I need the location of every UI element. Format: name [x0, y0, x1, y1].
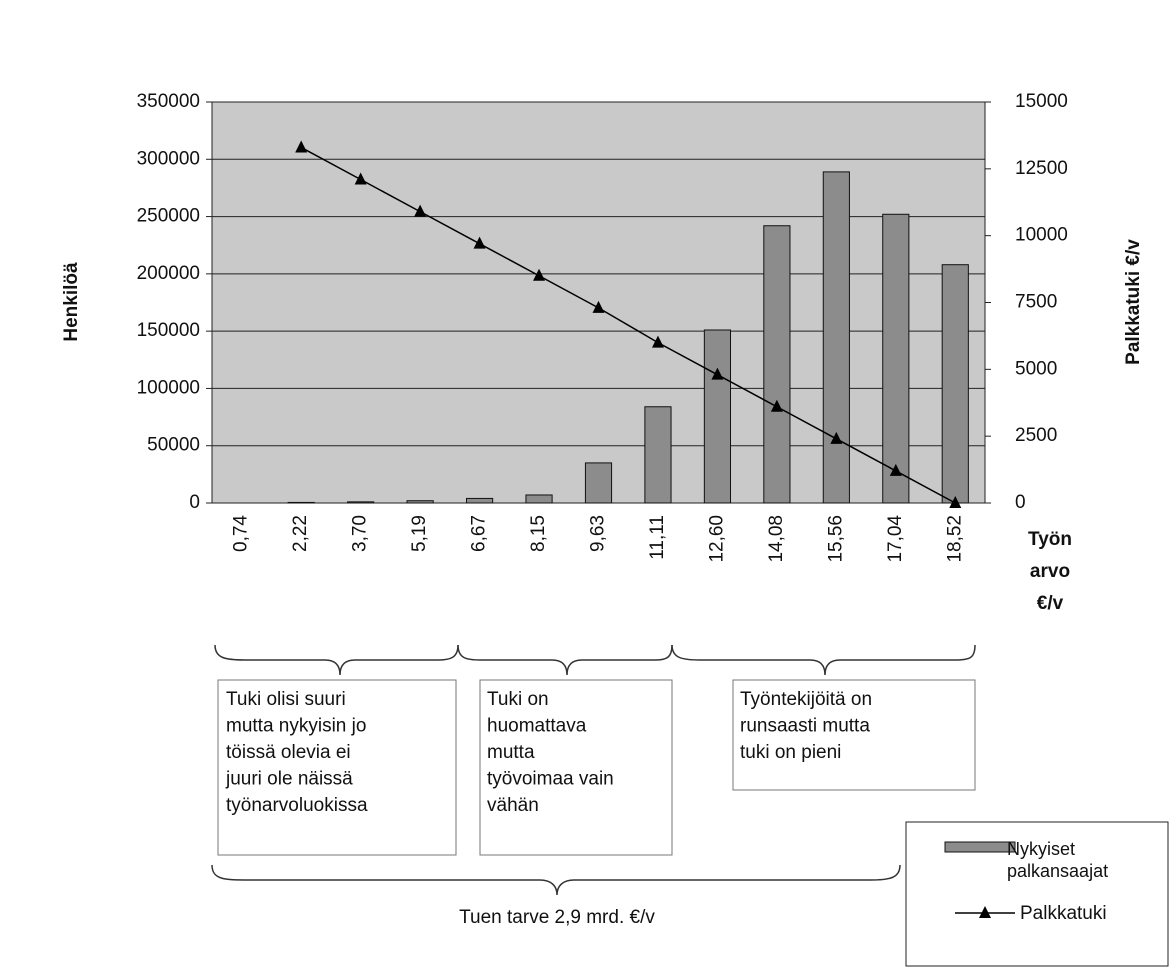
y2-tick-label: 15000: [1015, 91, 1068, 112]
bar: [882, 213, 910, 504]
x-tick-label: 9,63: [588, 515, 609, 552]
y-tick-label: 300000: [137, 148, 200, 169]
x-tick-label: 12,60: [706, 515, 727, 563]
annotation-text: työvoimaa vain: [487, 769, 614, 790]
bar: [525, 494, 553, 504]
y-axis-title: Henkilöä: [61, 262, 82, 342]
y2-axis-title: Palkkatuki €/v: [1123, 239, 1144, 365]
x-tick-label: 18,52: [944, 515, 965, 563]
y2-tick-label: 5000: [1015, 358, 1057, 379]
x-tick-label: 8,15: [528, 515, 549, 552]
marker: [651, 335, 664, 348]
annotation-text: Tuki olisi suuri: [226, 689, 346, 710]
marker: [711, 367, 724, 380]
bar: [347, 501, 375, 504]
y-tick-label: 100000: [137, 377, 200, 398]
y2-tick-label: 0: [1015, 492, 1026, 513]
bar: [644, 406, 672, 504]
annotation-text: vähän: [487, 795, 539, 816]
x-tick-label: 2,22: [290, 515, 311, 552]
marker: [889, 463, 902, 476]
legend-label: Palkkatuki: [1020, 903, 1107, 924]
y-tick-label: 350000: [137, 91, 200, 112]
total-note: Tuen tarve 2,9 mrd. €/v: [459, 907, 655, 928]
marker: [414, 204, 427, 217]
bar: [703, 329, 732, 504]
annotation-text: huomattava: [487, 716, 587, 737]
bar: [584, 462, 613, 504]
x-axis-title: Työn: [1028, 529, 1072, 550]
legend-label: Nykyiset palkansaajat: [1007, 839, 1109, 881]
annotation-text: töissä olevia ei: [226, 742, 351, 763]
x-tick-label: 11,11: [647, 515, 668, 560]
marker: [473, 236, 486, 249]
y2-tick-label: 10000: [1015, 225, 1068, 246]
y-tick-label: 200000: [137, 263, 200, 284]
annotation-text: mutta: [487, 742, 535, 763]
y2-tick-label: 12500: [1015, 158, 1068, 179]
x-tick-label: 0,74: [231, 515, 252, 552]
annotation-boxes: [217, 679, 1169, 967]
annotation-text: juuri ole näissä: [225, 769, 353, 790]
marker: [533, 268, 546, 281]
annotation-text: työnarvoluokissa: [226, 795, 368, 816]
bar: [287, 501, 315, 504]
x-tick-label: 5,19: [409, 515, 430, 552]
marker: [830, 431, 843, 444]
bar: [406, 500, 434, 504]
x-axis-title: arvo: [1030, 561, 1070, 582]
annotation-text: Tuki on: [487, 689, 549, 710]
y-tick-label: 0: [189, 492, 200, 513]
legend-swatch: [944, 841, 1016, 853]
y-tick-label: 250000: [137, 206, 200, 227]
legend-marker: [979, 906, 991, 918]
line: [300, 146, 956, 504]
bar: [822, 171, 850, 504]
annotation-text: runsaasti mutta: [740, 716, 870, 737]
marker: [770, 399, 783, 412]
annotation-text: tuki on pieni: [740, 742, 841, 763]
annotation-text: Työntekijöitä on: [740, 689, 872, 710]
y2-tick-label: 7500: [1015, 292, 1057, 313]
bar: [941, 264, 969, 504]
y2-tick-label: 2500: [1015, 425, 1057, 446]
braces: [211, 644, 976, 896]
y-tick-label: 150000: [137, 320, 200, 341]
x-axis-title: €/v: [1037, 593, 1064, 614]
x-tick-label: 17,04: [885, 515, 906, 563]
y-tick-label: 50000: [147, 435, 200, 456]
x-tick-label: 6,67: [469, 515, 490, 552]
x-tick-label: 14,08: [766, 515, 787, 563]
x-tick-label: 3,70: [350, 515, 371, 552]
marker: [949, 496, 962, 508]
bar: [465, 497, 494, 504]
marker: [592, 300, 605, 313]
x-tick-label: 15,56: [825, 515, 846, 563]
annotation-text: mutta nykyisin jo: [226, 716, 366, 737]
marker: [295, 140, 308, 153]
bar: [763, 225, 791, 504]
marker: [354, 172, 367, 185]
